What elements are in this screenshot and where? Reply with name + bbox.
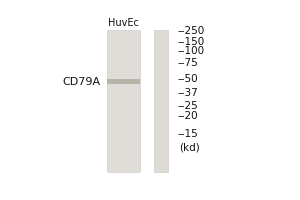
Bar	[107, 79, 140, 84]
Text: --50: --50	[177, 74, 198, 84]
Text: (kd): (kd)	[179, 143, 200, 153]
Text: --150: --150	[177, 37, 204, 47]
Text: CD79A: CD79A	[63, 77, 101, 87]
Text: --75: --75	[177, 58, 198, 68]
Text: --20: --20	[177, 111, 198, 121]
Text: --250: --250	[177, 26, 204, 36]
Text: --25: --25	[177, 101, 198, 111]
Text: --37: --37	[177, 88, 198, 98]
Text: --100: --100	[177, 46, 204, 56]
Text: HuvEc: HuvEc	[108, 18, 139, 28]
Text: --15: --15	[177, 129, 198, 139]
Bar	[107, 30, 140, 172]
Bar	[154, 30, 168, 172]
